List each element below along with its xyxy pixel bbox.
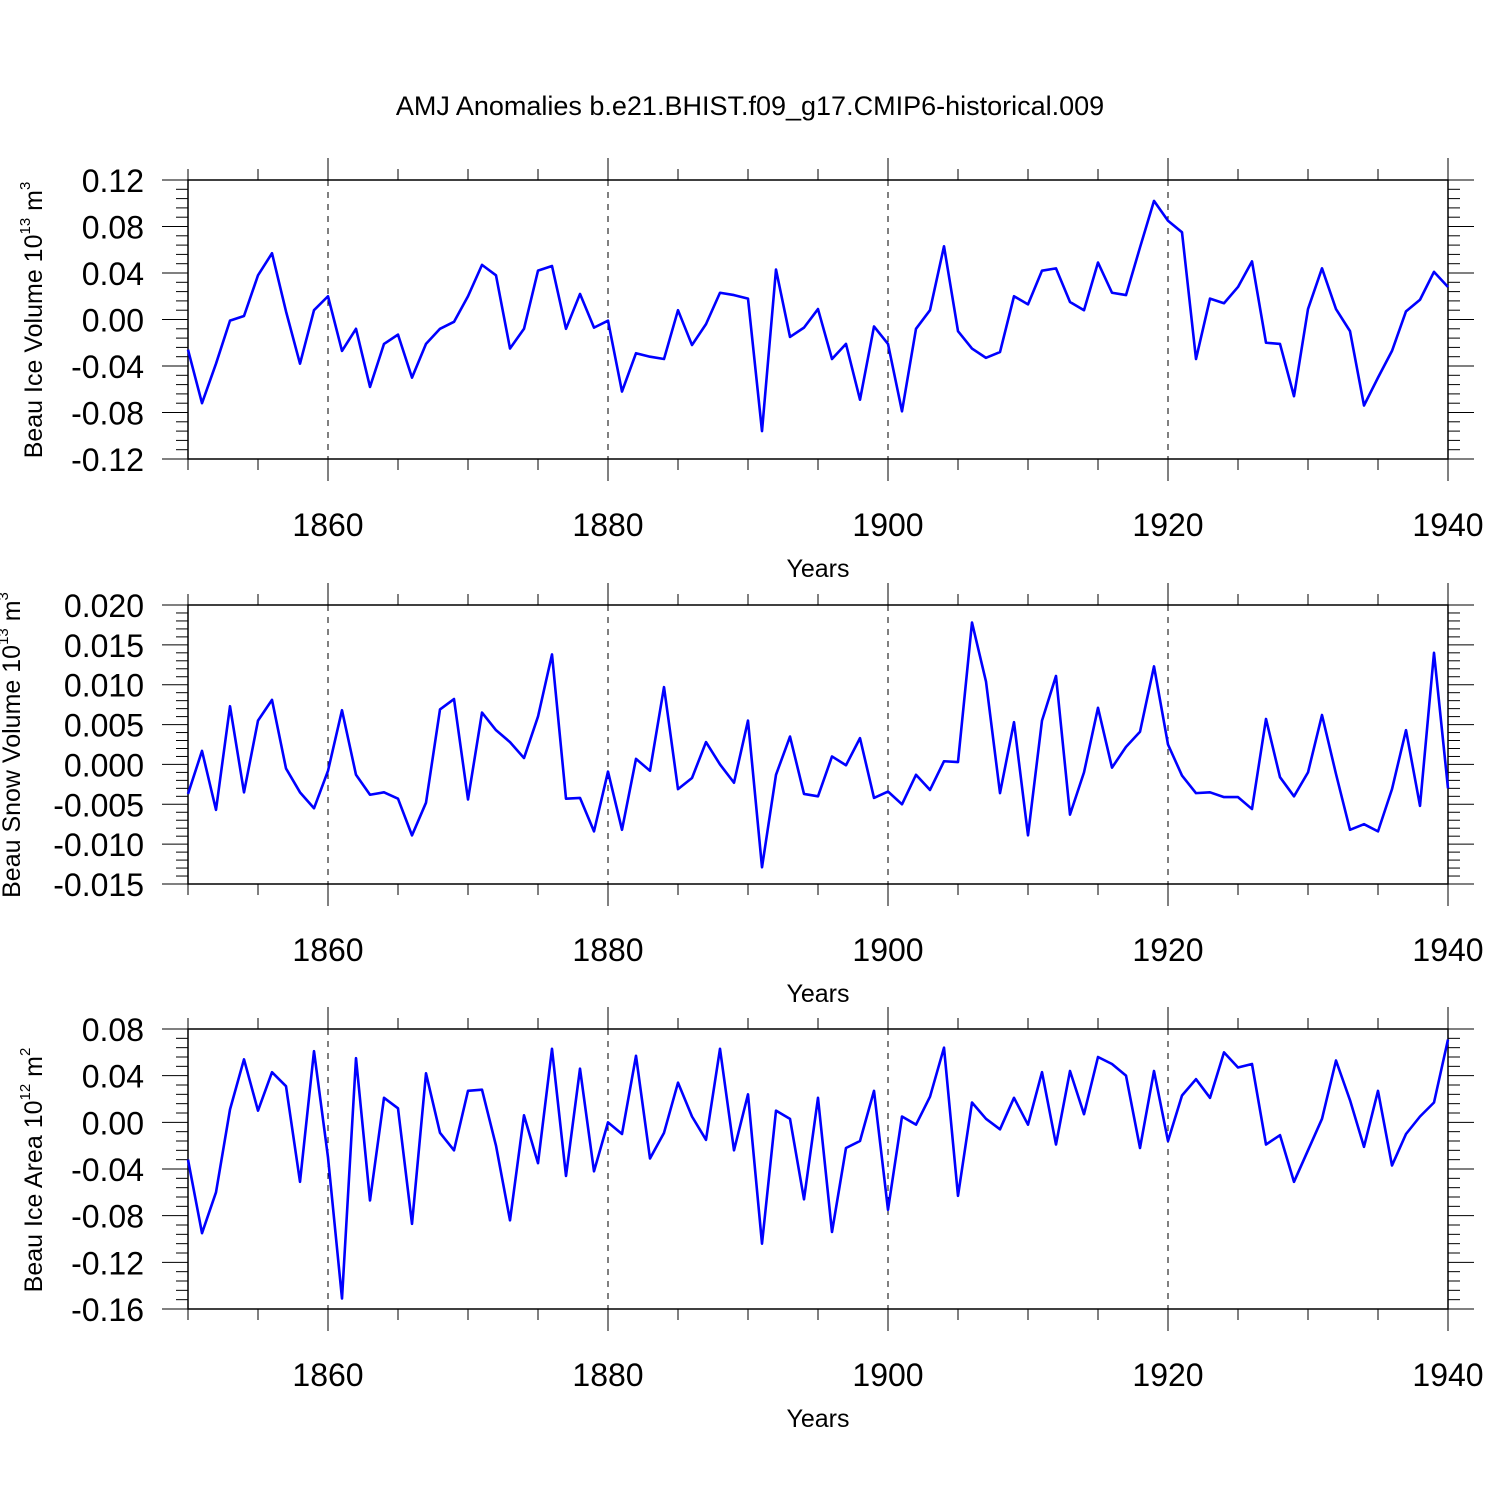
x-tick-label: 1920 [1132,1357,1203,1393]
y-tick-label: 0.04 [82,256,144,292]
y-tick-label: -0.08 [71,1199,144,1235]
y-axis-label: Beau Snow Volume 1013 m3 [0,592,26,898]
y-tick-label: 0.000 [64,747,144,783]
y-tick-label: 0.00 [82,303,144,339]
y-tick-label: 0.020 [64,588,144,624]
y-tick-label: -0.005 [53,787,144,823]
y-tick-label: -0.010 [53,827,144,863]
x-tick-label: 1920 [1132,507,1203,543]
y-tick-label: 0.08 [82,1012,144,1048]
y-tick-label: 0.010 [64,668,144,704]
x-tick-label: 1900 [852,1357,923,1393]
y-axis-label: Beau Ice Area 1012 m2 [17,1048,48,1293]
y-tick-label: 0.12 [82,163,144,199]
x-tick-label: 1860 [292,932,363,968]
axes-frame [187,1028,1449,1310]
series-line [186,199,1449,433]
x-tick-label: 1880 [572,507,643,543]
chart-panel-2: 1860 1880 1900 1920 1940 0.020 0.015 0.010 0.005… [0,583,1484,1008]
y-tick-label: -0.12 [71,442,144,478]
x-axis-label: Years [786,1405,849,1433]
series-line [186,1039,1450,1300]
y-tick-label: -0.015 [53,867,144,903]
series-line [186,621,1450,869]
y-tick-label: 0.005 [64,708,144,744]
y-tick-label: -0.16 [71,1292,144,1328]
x-tick-label: 1940 [1412,507,1483,543]
x-tick-label: 1880 [572,932,643,968]
x-tick-label: 1860 [292,1357,363,1393]
y-tick-label: -0.08 [71,396,144,432]
y-tick-label: -0.04 [71,1152,144,1188]
x-tick-label: 1860 [292,507,363,543]
y-tick-label: 0.00 [82,1105,144,1141]
y-axis-label: Beau Ice Volume 1013 m3 [17,182,48,459]
x-tick-label: 1900 [852,932,923,968]
y-tick-label: 0.04 [82,1059,144,1095]
y-tick-label: 0.015 [64,628,144,664]
x-axis-label: Years [786,980,849,1008]
x-tick-label: 1940 [1412,932,1483,968]
chart-panel-1: 1860 1880 1900 1920 1940 0.12 0.08 0.04 0.00 -0.0… [17,158,1484,583]
axes-frame [187,179,1449,460]
y-tick-label: -0.04 [71,349,144,385]
x-tick-label: 1900 [852,507,923,543]
y-tick-label: -0.12 [71,1245,144,1281]
x-tick-label: 1940 [1412,1357,1483,1393]
x-axis-label: Years [786,555,849,583]
figure-title: AMJ Anomalies b.e21.BHIST.f09_g17.CMIP6-… [396,91,1104,121]
x-tick-label: 1920 [1132,932,1203,968]
y-tick-label: 0.08 [82,210,144,246]
axes-frame [187,604,1449,885]
x-tick-label: 1880 [572,1357,643,1393]
chart-panel-3: 1860 1880 1900 1920 1940 0.08 0.04 0.00 -0.04 -0.… [17,1007,1484,1433]
plots-container: 1860 1880 1900 1920 1940 0.12 0.08 0.04 0.00 -0.0… [0,158,1484,1433]
